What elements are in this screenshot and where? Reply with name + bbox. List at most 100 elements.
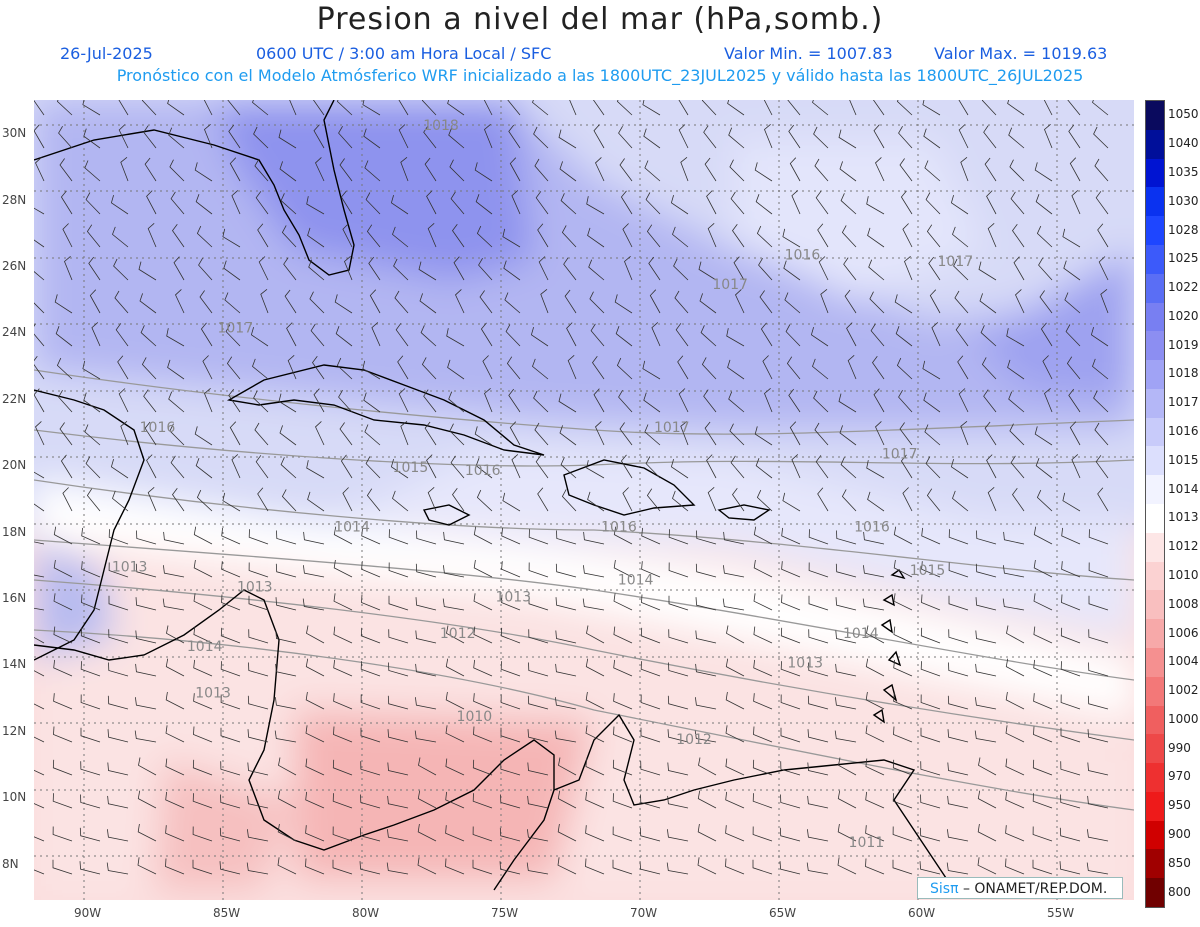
wind-barb xyxy=(1068,388,1081,413)
wind-barb xyxy=(227,100,241,116)
wind-barb xyxy=(1060,694,1081,710)
wind-barb xyxy=(398,124,409,149)
wind-barb xyxy=(807,695,829,710)
wind-barb xyxy=(780,794,801,809)
wind-barb xyxy=(335,326,353,347)
wind-barb xyxy=(167,359,185,380)
wind-barb xyxy=(34,574,45,578)
wind-barb xyxy=(307,491,325,512)
wind-barb xyxy=(504,292,521,314)
wind-barb xyxy=(423,125,437,149)
wind-barb xyxy=(473,626,493,644)
lat-label: 8N xyxy=(2,856,19,871)
wind-barb xyxy=(305,858,325,875)
wind-barb xyxy=(315,157,325,182)
wind-barb xyxy=(595,157,605,182)
scale-swatch xyxy=(1146,705,1164,735)
wind-barb xyxy=(118,388,129,413)
wind-barb xyxy=(332,793,353,809)
scale-swatch xyxy=(1146,734,1164,764)
wind-barb xyxy=(363,128,381,149)
wind-barb xyxy=(388,662,409,677)
wind-barb xyxy=(281,489,297,512)
wind-barb xyxy=(364,424,381,446)
wind-barb xyxy=(80,761,101,776)
scale-swatch xyxy=(1146,388,1164,419)
wind-barb xyxy=(725,658,745,677)
wind-barb xyxy=(114,290,129,314)
wind-barb xyxy=(53,559,73,578)
wind-barb xyxy=(80,661,101,677)
wind-barb xyxy=(701,100,717,116)
wind-barb xyxy=(639,827,661,842)
wind-barb xyxy=(147,487,157,512)
wind-barb xyxy=(388,562,409,578)
wind-barb xyxy=(1006,328,1025,347)
wind-barb xyxy=(417,790,437,809)
wind-barb xyxy=(420,325,437,347)
wind-barb xyxy=(863,565,885,578)
wind-barb xyxy=(147,223,157,248)
lon-label: 70W xyxy=(630,906,658,920)
wind-barb xyxy=(695,697,717,710)
wind-barb xyxy=(417,857,437,875)
wind-barb xyxy=(806,862,829,875)
wind-barb xyxy=(198,257,213,281)
wind-barb xyxy=(250,326,269,347)
wind-barb xyxy=(987,223,997,248)
wind-barb xyxy=(452,487,465,512)
pressure-field xyxy=(34,100,1134,900)
lon-label: 80W xyxy=(352,906,380,920)
wind-barb xyxy=(306,196,325,215)
scale-label: 800 xyxy=(1168,884,1191,899)
wind-barb xyxy=(725,758,745,776)
scale-label: 1030 xyxy=(1168,193,1199,208)
sispi-logo: Sisπ xyxy=(930,881,959,897)
wind-barb xyxy=(278,393,297,413)
wind-barb xyxy=(445,791,465,809)
wind-barb xyxy=(170,191,185,215)
wind-barb xyxy=(952,226,969,248)
wind-barb xyxy=(527,795,549,809)
wind-barb xyxy=(639,861,661,875)
wind-barb xyxy=(567,355,577,380)
wind-barb xyxy=(668,629,689,644)
wind-barb xyxy=(680,420,689,446)
wind-barb xyxy=(701,357,717,380)
wind-barb xyxy=(108,529,129,545)
wind-barb xyxy=(1032,859,1053,875)
wind-barb xyxy=(753,726,773,743)
wind-barb xyxy=(255,191,269,215)
wind-barb xyxy=(640,761,661,776)
wind-barb xyxy=(867,227,885,248)
wind-barb xyxy=(554,730,577,743)
wind-barb xyxy=(1067,100,1081,116)
wind-barb xyxy=(893,693,913,710)
scale-swatch xyxy=(1146,101,1164,131)
scale-label: 950 xyxy=(1168,798,1191,813)
wind-barb xyxy=(80,694,101,710)
wind-barb xyxy=(730,191,745,215)
wind-barb xyxy=(192,759,213,776)
wind-barb xyxy=(873,388,885,413)
wind-barb xyxy=(726,625,745,644)
wind-barb xyxy=(641,561,661,578)
scale-label: 1040 xyxy=(1168,136,1199,151)
wind-barb xyxy=(725,691,745,710)
wind-barb xyxy=(753,626,773,644)
wind-barb xyxy=(204,123,213,149)
wind-barb xyxy=(752,793,773,809)
wind-barb xyxy=(722,598,745,611)
wind-barb xyxy=(447,359,465,380)
wind-barb xyxy=(445,725,465,743)
wind-barb xyxy=(865,858,885,875)
wind-barb xyxy=(920,761,941,776)
wind-barb xyxy=(502,492,521,512)
wind-barb xyxy=(284,289,297,314)
wind-barb xyxy=(88,256,101,281)
wind-barb xyxy=(920,627,941,644)
wind-barb xyxy=(503,260,521,281)
wind-barb xyxy=(506,356,521,380)
wind-barb xyxy=(1010,455,1025,479)
wind-barb xyxy=(817,487,829,512)
